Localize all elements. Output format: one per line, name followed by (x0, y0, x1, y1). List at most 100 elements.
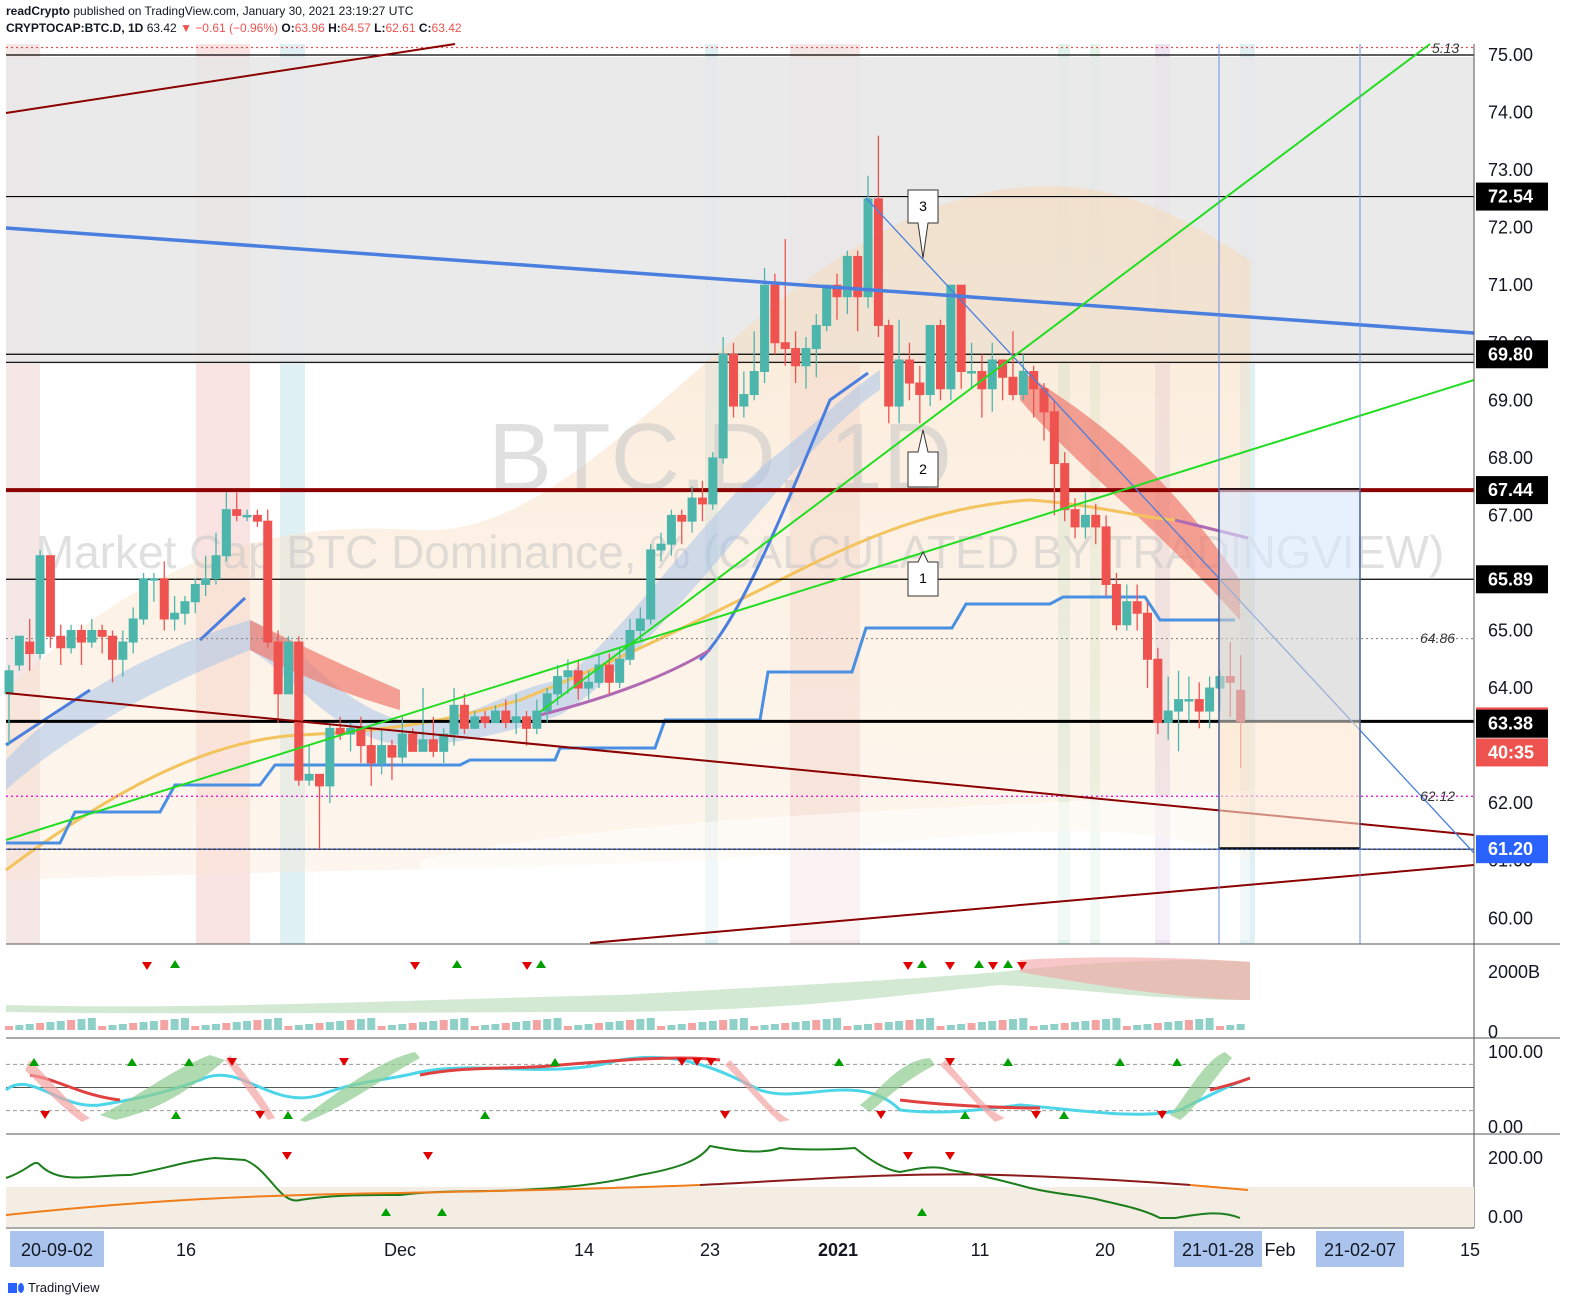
sell-signal-icon (692, 1058, 702, 1066)
buy-signal-icon (917, 1208, 927, 1216)
price-tag (1476, 738, 1548, 767)
candle-body (14, 635, 24, 666)
oscillator-green-fill (100, 1052, 1232, 1122)
volume-bar (532, 1020, 541, 1030)
candle-body (294, 641, 304, 781)
oscillator-red-line (29, 1056, 1251, 1110)
momentum-green-line (5, 1144, 1241, 1219)
candle-body (956, 284, 966, 373)
volume-bar (522, 1021, 531, 1030)
volume-bar (553, 1018, 562, 1030)
close-value: 63.42 (431, 21, 462, 35)
volume-bar (1019, 1018, 1028, 1030)
volume-bar (491, 1024, 500, 1030)
candle-body (1039, 388, 1049, 413)
candle-body (604, 664, 614, 683)
candle-body (56, 635, 66, 649)
symbol-name: CRYPTOCAP:BTC.D, 1D (6, 21, 144, 35)
sell-signal-icon (1157, 1111, 1167, 1119)
projection-box-lower (1219, 722, 1360, 848)
time-axis-label: Dec (384, 1240, 416, 1260)
volume-bar (481, 1025, 490, 1030)
volume-bar (5, 1026, 13, 1030)
volume-bar (1205, 1018, 1214, 1030)
buy-signal-icon (170, 960, 180, 968)
candle-body (718, 353, 728, 459)
volume-bar (87, 1018, 96, 1030)
volume-bar (543, 1019, 552, 1030)
sell-signal-icon (945, 1058, 955, 1066)
high-value: 64.57 (340, 21, 371, 35)
candle-body (925, 324, 935, 396)
candle-body (45, 555, 55, 637)
candle-body (697, 497, 707, 505)
price-axis-label: 62.00 (1488, 793, 1533, 813)
projection-box-upper (1219, 489, 1360, 579)
volume-bar (667, 1025, 676, 1030)
time-axis-label: 20-09-02 (21, 1240, 93, 1260)
candle-body (1153, 658, 1163, 724)
sell-signal-icon (945, 962, 955, 970)
price-tag (1476, 565, 1548, 594)
sell-signal-icon (255, 1111, 265, 1119)
volume-bar (201, 1025, 210, 1030)
volume-bar (760, 1025, 769, 1030)
volume-bar (139, 1022, 148, 1030)
low-value: 62.61 (385, 21, 416, 35)
candle-body (118, 641, 128, 660)
volume-bar (822, 1019, 831, 1030)
buy-signal-icon (437, 1208, 447, 1216)
volume-bar (574, 1025, 583, 1030)
sell-signal-icon (339, 1058, 349, 1066)
candle-body (1060, 463, 1070, 511)
volume-bar (895, 1021, 904, 1030)
sell-signal-icon (227, 1058, 237, 1066)
svg-text:3: 3 (919, 198, 927, 214)
volume-bar (470, 1026, 479, 1030)
sell-signal-icon (410, 962, 420, 970)
candle-body (832, 284, 842, 298)
volume-bar (843, 1026, 852, 1030)
svg-text:2: 2 (919, 461, 927, 477)
volume-bar (387, 1025, 396, 1030)
momentum-panel: 200.00 0.00 (5, 1144, 1543, 1227)
candle-body (522, 716, 531, 729)
candle-body (108, 635, 117, 660)
candle-body (1132, 601, 1142, 614)
candle-body (35, 555, 45, 655)
volume-bar (1122, 1026, 1131, 1030)
candle-body (553, 676, 563, 695)
candle-body (490, 710, 500, 724)
volume-bar (708, 1021, 717, 1030)
trendline-thin-blue (865, 197, 1475, 854)
volume-bar (1029, 1026, 1038, 1030)
momentum-axis-label: 0.00 (1488, 1207, 1523, 1227)
volume-bar (801, 1021, 810, 1030)
volume-bar (429, 1021, 438, 1030)
volume-axis-label: 2000B (1488, 962, 1540, 982)
sell-signal-icon (142, 962, 152, 970)
volume-bar (936, 1026, 945, 1030)
author-name[interactable]: readCrypto (6, 4, 71, 18)
volume-bar (108, 1025, 117, 1030)
volume-bar (833, 1018, 841, 1030)
volume-bar (1112, 1018, 1121, 1030)
indicator-overlays (5, 370, 1249, 872)
volume-bar (263, 1019, 272, 1030)
candle-body (915, 382, 925, 396)
volume-bar (15, 1025, 24, 1030)
buy-signal-icon (29, 1058, 39, 1066)
candle-body (232, 509, 242, 516)
svg-text:1: 1 (919, 570, 927, 586)
volume-bar (905, 1020, 914, 1030)
volume-bar (191, 1026, 200, 1030)
brand-name: TradingView (28, 1280, 100, 1295)
volume-bar (1091, 1020, 1100, 1030)
sell-signal-icon (282, 1152, 292, 1160)
volume-bar (998, 1020, 1007, 1030)
candle-body (1029, 371, 1039, 390)
footer[interactable]: TradingView (8, 1280, 100, 1295)
sell-signal-icon (720, 1111, 730, 1119)
time-axis[interactable]: 20-09-02 16 Dec 14 23 2021 11 20 21-01-28 Feb 21-0… (10, 1231, 1480, 1267)
